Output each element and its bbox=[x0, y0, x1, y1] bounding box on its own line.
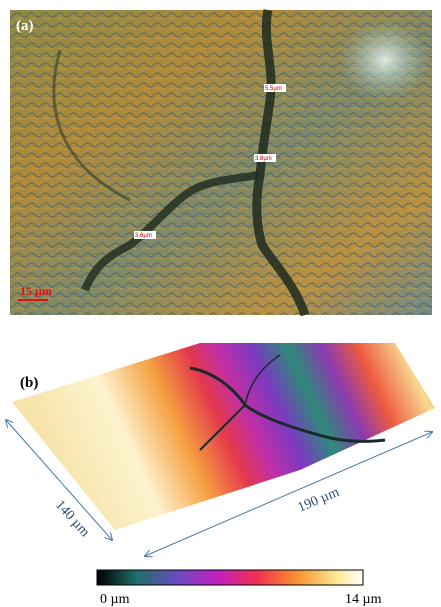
micrograph: 5.5µm 3.8µm 3.6µm 15 µm (a) bbox=[10, 10, 432, 315]
measurement-label: 5.5µm bbox=[265, 86, 282, 92]
measurement-label: 3.6µm bbox=[135, 233, 152, 239]
colorbar bbox=[97, 570, 363, 585]
dimension-label: 140 µm bbox=[52, 498, 92, 540]
measurement-label: 3.8µm bbox=[255, 156, 272, 162]
scale-bar-label: 15 µm bbox=[20, 284, 52, 298]
figure: 5.5µm 3.8µm 3.6µm 15 µm (a) (b) 140 µm 1… bbox=[0, 0, 441, 607]
dimension-label: 190 µm bbox=[296, 485, 342, 516]
panel-label: (a) bbox=[16, 18, 34, 34]
panel-label: (b) bbox=[20, 375, 38, 391]
colorbar-min-label: 0 µm bbox=[100, 592, 130, 607]
colorbar-max-label: 14 µm bbox=[345, 592, 382, 607]
surface-plot: (b) 140 µm 190 µm bbox=[6, 343, 435, 556]
